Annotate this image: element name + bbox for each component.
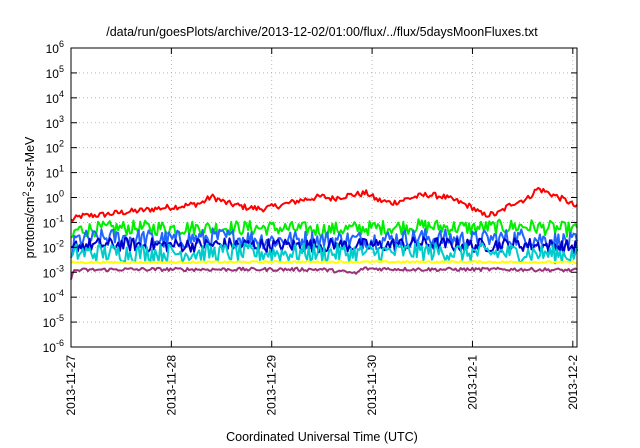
x-tick-label: 2013-12-1 — [465, 355, 479, 410]
y-tick-label: 100 — [46, 189, 64, 206]
series-line-7 — [70, 266, 578, 280]
y-tick-label: 10-5 — [43, 313, 64, 330]
y-tick-label: 106 — [46, 39, 64, 56]
x-tick-label: 2013-11-29 — [265, 355, 279, 416]
x-tick-label: 2013-11-28 — [164, 355, 178, 416]
y-tick-label: 10-1 — [43, 213, 64, 230]
y-tick-label: 104 — [46, 89, 64, 106]
x-tick-label: 2013-12-2 — [566, 355, 580, 410]
y-tick-label: 102 — [46, 139, 64, 156]
y-tick-label: 10-4 — [43, 288, 64, 305]
grid-lines — [71, 48, 577, 347]
y-tick-label: 103 — [46, 114, 64, 131]
x-axis-label: Coordinated Universal Time (UTC) — [226, 430, 418, 444]
y-tick-label: 105 — [46, 64, 64, 81]
chart-title: /data/run/goesPlots/archive/2013-12-02/0… — [106, 25, 538, 39]
y-axis-label: protons/cm2-s-sr-MeV — [21, 136, 37, 258]
y-tick-label: 101 — [46, 164, 64, 181]
y-tick-label: 10-6 — [43, 338, 64, 355]
x-tick-label: 2013-11-27 — [64, 355, 78, 416]
axis-ticks: 10-6 10-5 10-4 10-3 10-2 10-1 100 101 102 103 104 1… — [43, 39, 580, 416]
series-line-6 — [70, 260, 578, 265]
y-axis-label-group: protons/cm2-s-sr-MeV — [21, 136, 37, 258]
y-tick-label: 10-2 — [43, 238, 64, 255]
series-line-5 — [70, 240, 578, 265]
series-line-1 — [70, 186, 578, 222]
series-line-2 — [70, 218, 578, 239]
y-tick-label: 10-3 — [43, 263, 64, 280]
x-tick-label: 2013-11-30 — [365, 355, 379, 416]
series-lines — [70, 186, 578, 280]
